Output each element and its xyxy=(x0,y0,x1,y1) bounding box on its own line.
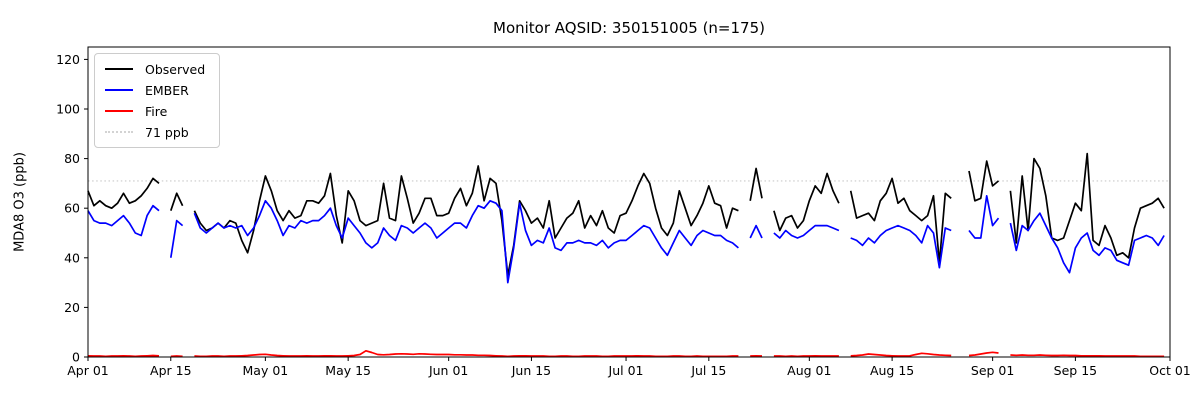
observed-line-swatch xyxy=(105,68,133,70)
svg-text:60: 60 xyxy=(64,201,80,216)
legend-item-observed: Observed xyxy=(105,61,206,77)
svg-text:Jul 01: Jul 01 xyxy=(608,363,644,378)
svg-text:Sep 15: Sep 15 xyxy=(1054,363,1097,378)
chart-title: Monitor AQSID: 350151005 (n=175) xyxy=(493,19,765,37)
svg-text:100: 100 xyxy=(56,102,80,117)
svg-text:0: 0 xyxy=(72,350,80,365)
svg-text:Apr 15: Apr 15 xyxy=(150,363,192,378)
ember-line-swatch xyxy=(105,89,133,91)
legend-label-threshold: 71 ppb xyxy=(145,124,189,140)
svg-text:40: 40 xyxy=(64,250,80,265)
svg-text:Jul 15: Jul 15 xyxy=(690,363,726,378)
svg-text:Aug 15: Aug 15 xyxy=(870,363,914,378)
legend-label-fire: Fire xyxy=(145,103,168,119)
svg-text:May 15: May 15 xyxy=(325,363,371,378)
svg-text:Oct 01: Oct 01 xyxy=(1149,363,1191,378)
legend-item-fire: Fire xyxy=(105,103,205,119)
svg-text:Jun 01: Jun 01 xyxy=(428,363,468,378)
legend-label-observed: Observed xyxy=(145,61,206,77)
fire-line-swatch xyxy=(105,110,133,112)
threshold-line-swatch xyxy=(105,131,133,133)
legend-item-threshold: 71 ppb xyxy=(105,124,205,140)
svg-text:Sep 01: Sep 01 xyxy=(971,363,1014,378)
svg-text:May 01: May 01 xyxy=(243,363,289,378)
legend: Observed EMBER Fire 71 ppb xyxy=(94,53,221,148)
legend-label-ember: EMBER xyxy=(145,82,189,98)
svg-text:Aug 01: Aug 01 xyxy=(787,363,831,378)
svg-text:Jun 15: Jun 15 xyxy=(511,363,551,378)
svg-text:120: 120 xyxy=(56,52,80,67)
svg-text:20: 20 xyxy=(64,300,80,315)
legend-item-ember: EMBER xyxy=(105,82,205,98)
svg-text:Apr 01: Apr 01 xyxy=(67,363,109,378)
svg-text:80: 80 xyxy=(64,151,80,166)
